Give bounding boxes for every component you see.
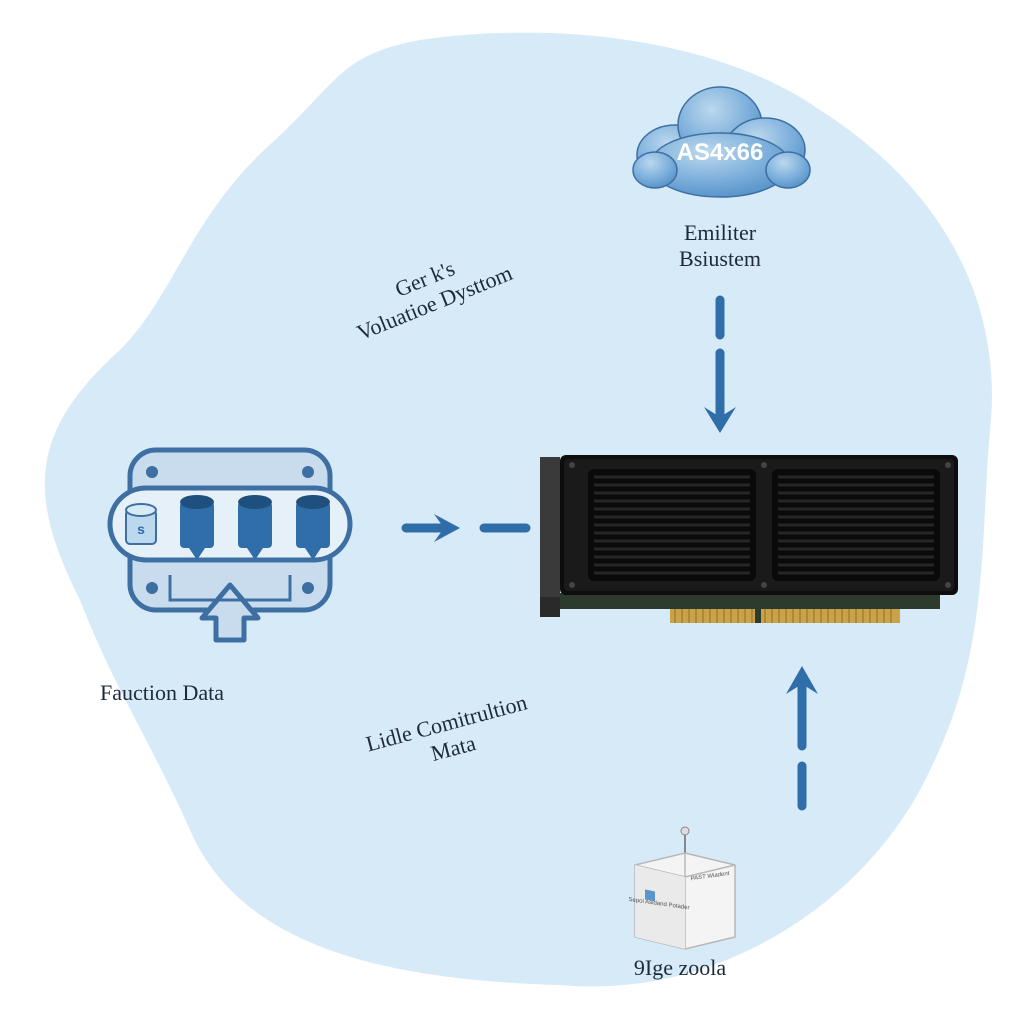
diagram-stage: AS4x66 Emiliter Bsiustem <box>0 0 1024 1024</box>
hardware-node <box>540 455 960 640</box>
box-icon: Sepol Asidand Potader PAST Wiadent <box>615 825 745 955</box>
box-label: 9Ige zoola <box>600 955 760 981</box>
database-node: s <box>90 440 370 660</box>
database-icon: s <box>90 440 370 660</box>
hardware-icon <box>540 455 960 640</box>
arrow-box-to-hw <box>782 658 822 813</box>
cloud-icon: AS4x66 <box>620 70 820 200</box>
arrow-db-to-hw <box>400 508 540 548</box>
arrow-cloud-to-hw <box>700 295 740 445</box>
svg-text:s: s <box>137 521 145 537</box>
box-node: Sepol Asidand Potader PAST Wiadent <box>615 825 745 955</box>
cloud-sublabel: Emiliter Bsiustem <box>640 220 800 273</box>
cloud-text: AS4x66 <box>677 139 764 166</box>
database-label: Fauction Data <box>100 680 300 706</box>
cloud-node: AS4x66 <box>620 70 820 200</box>
